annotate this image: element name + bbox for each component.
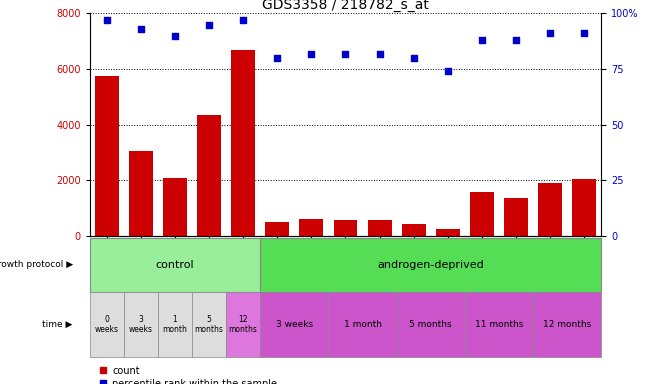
Bar	[95, 76, 119, 236]
Text: 1 month: 1 month	[344, 320, 382, 329]
Text: control: control	[155, 260, 194, 270]
Point	[238, 17, 248, 23]
Text: 5 months: 5 months	[410, 320, 452, 329]
Text: time ▶: time ▶	[42, 320, 73, 329]
Bar	[368, 220, 391, 236]
Point	[101, 17, 112, 23]
Text: 12 months: 12 months	[543, 320, 592, 329]
Legend: count, percentile rank within the sample: count, percentile rank within the sample	[94, 362, 281, 384]
Point	[579, 30, 590, 36]
Bar	[90, 238, 260, 292]
Bar	[333, 220, 358, 236]
Bar	[158, 292, 192, 357]
Text: 5
months: 5 months	[194, 315, 224, 334]
Text: 3 weeks: 3 weeks	[276, 320, 313, 329]
Point	[511, 37, 521, 43]
Bar	[90, 292, 124, 357]
Point	[374, 50, 385, 56]
Text: 3
weeks: 3 weeks	[129, 315, 153, 334]
Point	[408, 55, 419, 61]
Bar	[402, 224, 426, 236]
Bar	[124, 292, 158, 357]
Text: growth protocol ▶: growth protocol ▶	[0, 260, 73, 270]
Point	[443, 68, 453, 74]
Point	[204, 22, 214, 28]
Point	[306, 50, 317, 56]
Bar	[465, 292, 533, 357]
Bar	[538, 183, 562, 236]
Bar	[396, 292, 465, 357]
Point	[170, 33, 180, 39]
Text: 12
months: 12 months	[229, 315, 257, 334]
Text: 11 months: 11 months	[474, 320, 523, 329]
Point	[341, 50, 351, 56]
Bar	[163, 178, 187, 236]
Bar	[197, 115, 221, 236]
Bar	[260, 238, 601, 292]
Text: 1
month: 1 month	[162, 315, 187, 334]
Bar	[533, 292, 601, 357]
Bar	[572, 179, 596, 236]
Bar	[328, 292, 396, 357]
Bar	[300, 220, 323, 236]
Text: androgen-deprived: androgen-deprived	[378, 260, 484, 270]
Bar	[192, 292, 226, 357]
Point	[272, 55, 283, 61]
Bar	[470, 192, 494, 236]
Bar	[226, 292, 260, 357]
Text: 0
weeks: 0 weeks	[95, 315, 119, 334]
Bar	[436, 228, 460, 236]
Bar	[504, 198, 528, 236]
Bar	[265, 222, 289, 236]
Bar	[260, 292, 328, 357]
Point	[136, 26, 146, 32]
Point	[476, 37, 487, 43]
Bar	[129, 151, 153, 236]
Bar	[231, 50, 255, 236]
Title: GDS3358 / 218782_s_at: GDS3358 / 218782_s_at	[262, 0, 429, 12]
Point	[545, 30, 555, 36]
